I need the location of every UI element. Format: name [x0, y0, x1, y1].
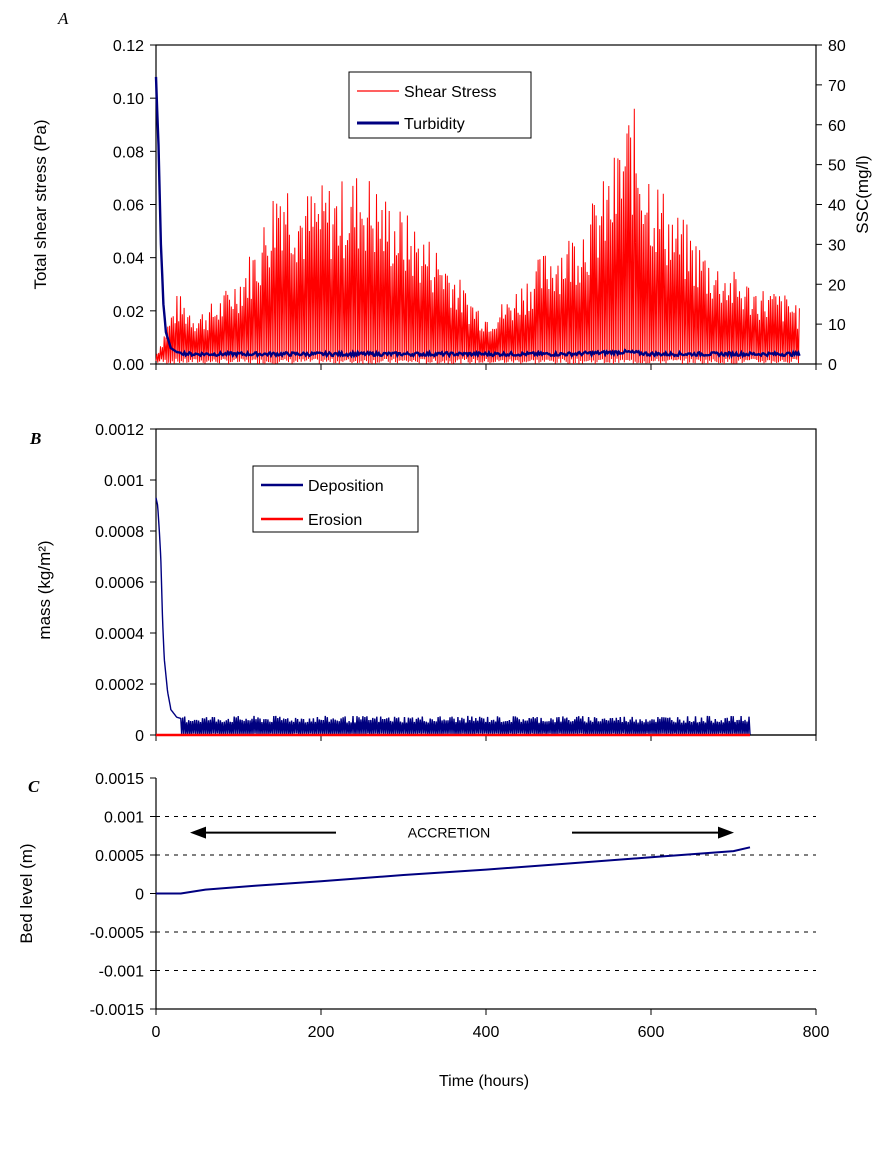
panel-a-legend-label: Turbidity	[404, 116, 465, 133]
panel-b-ytick-label: 0.0004	[95, 626, 144, 643]
panel-b-legend: Deposition Erosion	[252, 465, 419, 533]
panel-a-ytick-label: 0.06	[113, 198, 144, 215]
arrow-right-icon	[718, 826, 734, 839]
panel-c-ytick-label: -0.0005	[90, 925, 144, 942]
panel-b-legend-label: Erosion	[308, 512, 362, 529]
accretion-annotation: ACCRETION	[408, 825, 490, 841]
panel-a-label: A	[57, 9, 69, 28]
panel-a-ylabel: Total shear stress (Pa)	[31, 119, 50, 289]
panel-b-ytick-label: 0	[135, 728, 144, 745]
panel-c-label: C	[28, 777, 40, 796]
panel-a-ytick2-label: 50	[828, 158, 846, 175]
panel-b-legend-box	[252, 465, 419, 533]
panel-a-ytick-label: 0.00	[113, 357, 144, 374]
panel-a-ytick2-label: 20	[828, 277, 846, 294]
panel-a-ytick-label: 0.10	[113, 91, 144, 108]
panel-c-ytick-label: 0.001	[104, 810, 144, 827]
x-axis-title: Time (hours)	[439, 1073, 529, 1090]
panel-c-ytick-label: 0	[135, 887, 144, 904]
panel-a-legend: Shear Stress Turbidity	[348, 71, 532, 139]
panel-a-ytick2-label: 80	[828, 38, 846, 55]
panel-b-ytick-label: 0.0002	[95, 677, 144, 694]
x-tick-label: 600	[638, 1024, 665, 1041]
panel-a-ytick2-label: 40	[828, 198, 846, 215]
accretion-bg	[340, 817, 568, 846]
bed-level-line	[156, 846, 751, 895]
panel-c-ytick-label: 0.0005	[95, 848, 144, 865]
panel-a-ytick-label: 0.04	[113, 251, 144, 268]
panel-a-legend-box	[348, 71, 532, 139]
x-tick-label: 200	[308, 1024, 335, 1041]
deposition-line	[155, 497, 751, 736]
panel-a-ytick2-label: 70	[828, 78, 846, 95]
x-tick-label: 400	[473, 1024, 500, 1041]
turbidity-line	[154, 76, 801, 359]
panel-a-ytick2-label: 30	[828, 237, 846, 254]
panel-a: 0.00 0.02 0.04 0.06 0.08 0.10 0.12 0 10 20 30 40 50 6…	[31, 9, 872, 374]
panel-a-ytick-label: 0.08	[113, 144, 144, 161]
panel-c-ytick-label: -0.001	[99, 964, 144, 981]
panel-b: 0 0.0002 0.0004 0.0006 0.0008 0.001 0.0012 Bmas…	[29, 422, 817, 745]
panel-a-ytick2-label: 60	[828, 118, 846, 135]
panel-a-ylabel2: SSC(mg/l)	[853, 155, 872, 233]
panel-b-ytick-label: 0.0008	[95, 524, 144, 541]
panel-a-ytick-label: 0.12	[113, 38, 144, 55]
x-tick-label: 0	[152, 1024, 161, 1041]
panel-b-ylabel: mass (kg/m²)	[35, 540, 54, 639]
panel-c-ytick-label: -0.0015	[90, 1002, 144, 1019]
shear-stress-line	[155, 108, 800, 365]
arrow-left-icon	[190, 826, 206, 839]
panel-b-ytick-label: 0.001	[104, 473, 144, 490]
panel-a-ytick2-label: 0	[828, 357, 837, 374]
panel-c-ytick-label: 0.0015	[95, 771, 144, 788]
panel-b-ytick-label: 0.0006	[95, 575, 144, 592]
panel-b-ytick-label: 0.0012	[95, 422, 144, 439]
panel-c-ylabel: Bed level (m)	[17, 843, 36, 943]
panel-c: -0.0015 -0.001 -0.0005 0 0.0005 0.001 0.0015 0 2…	[17, 771, 829, 1090]
panel-b-label: B	[29, 429, 41, 448]
panel-a-ytick2-label: 10	[828, 317, 846, 334]
panel-a-legend-label: Shear Stress	[404, 84, 496, 101]
x-tick-label: 800	[803, 1024, 830, 1041]
panel-b-legend-label: Deposition	[308, 478, 384, 495]
panel-a-ytick-label: 0.02	[113, 304, 144, 321]
